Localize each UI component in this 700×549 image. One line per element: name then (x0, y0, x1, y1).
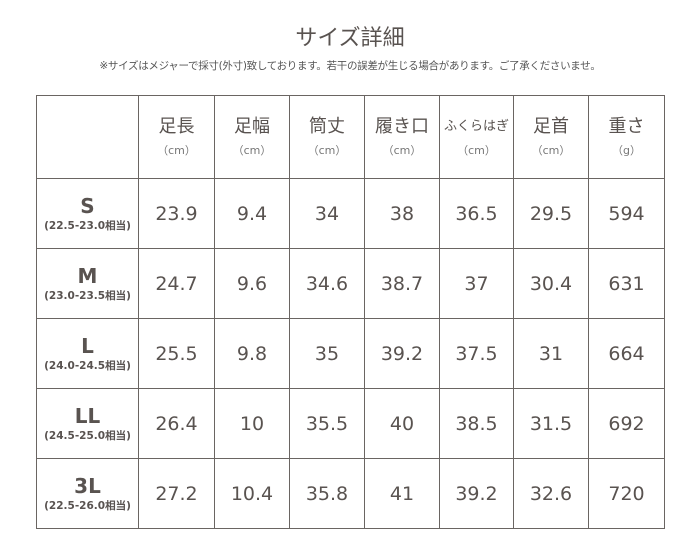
value-cell: 9.8 (214, 318, 290, 389)
header-label: 足首 (533, 116, 569, 137)
value-cell: 35 (289, 318, 365, 389)
value-cell: 9.6 (214, 248, 290, 319)
value-cell: 37 (439, 248, 514, 319)
value-cell: 30.4 (513, 248, 589, 319)
size-cell: 3L (22.5-26.0相当) (36, 458, 139, 529)
header-unit: （cm） (531, 144, 571, 157)
column-header: 足幅 （cm） (214, 95, 290, 179)
value-cell: 10.4 (214, 458, 290, 529)
value-cell: 24.7 (138, 248, 215, 319)
size-range: (22.5-26.0相当) (44, 500, 131, 512)
value-cell: 594 (588, 178, 665, 249)
size-range: (24.0-24.5相当) (44, 360, 131, 372)
value-cell: 692 (588, 388, 665, 459)
header-unit: （cm） (307, 144, 347, 157)
header-label: 足幅 (234, 116, 270, 137)
value-cell: 631 (588, 248, 665, 319)
header-label: 筒丈 (309, 116, 345, 137)
value-cell: 38 (364, 178, 440, 249)
column-header: 足長 （cm） (138, 95, 215, 179)
value-cell: 35.8 (289, 458, 365, 529)
value-cell: 32.6 (513, 458, 589, 529)
size-cell: LL (24.5-25.0相当) (36, 388, 139, 459)
value-cell: 664 (588, 318, 665, 389)
value-cell: 41 (364, 458, 440, 529)
value-cell: 38.7 (364, 248, 440, 319)
column-header: 履き口 （cm） (364, 95, 440, 179)
measurement-note: ※サイズはメジャーで採寸(外寸)致しております。若干の誤差が生じる場合があります… (99, 60, 601, 72)
column-header: 足首 （cm） (513, 95, 589, 179)
value-cell: 31 (513, 318, 589, 389)
table-row: LL (24.5-25.0相当) 26.4 10 35.5 40 38.5 31.5 692 (36, 388, 665, 459)
header-label: 履き口 (375, 116, 429, 137)
table-row: M (23.0-23.5相当) 24.7 9.6 34.6 38.7 37 30.4 631 (36, 248, 665, 319)
size-cell: L (24.0-24.5相当) (36, 318, 139, 389)
header-unit: （cm） (457, 144, 496, 157)
value-cell: 10 (214, 388, 290, 459)
size-label: M (77, 264, 98, 288)
header-unit: （cm） (232, 144, 272, 157)
value-cell: 29.5 (513, 178, 589, 249)
size-range: (24.5-25.0相当) (44, 430, 131, 442)
value-cell: 34 (289, 178, 365, 249)
header-unit: （cm） (382, 144, 422, 157)
header-label: 足長 (158, 116, 195, 137)
value-cell: 9.4 (214, 178, 290, 249)
size-range: (23.0-23.5相当) (44, 290, 131, 302)
size-table: 足長 （cm） 足幅 （cm） 筒丈 （cm） 履き口 （cm） ふくらはぎ （cm） 足首 （cm）… (36, 95, 665, 529)
size-label: LL (74, 404, 101, 428)
size-range: (22.5-23.0相当) (44, 220, 131, 232)
value-cell: 35.5 (289, 388, 365, 459)
size-label: 3L (74, 474, 101, 498)
table-row: S (22.5-23.0相当) 23.9 9.4 34 38 36.5 29.5 594 (36, 178, 665, 249)
value-cell: 26.4 (138, 388, 215, 459)
value-cell: 37.5 (439, 318, 514, 389)
size-label: L (81, 334, 94, 358)
corner-cell (36, 95, 139, 179)
value-cell: 40 (364, 388, 440, 459)
value-cell: 39.2 (364, 318, 440, 389)
column-header: ふくらはぎ （cm） (439, 95, 514, 179)
header-unit: （g） (612, 144, 641, 157)
header-label: ふくらはぎ (443, 119, 509, 134)
value-cell: 36.5 (439, 178, 514, 249)
value-cell: 25.5 (138, 318, 215, 389)
value-cell: 38.5 (439, 388, 514, 459)
header-row: 足長 （cm） 足幅 （cm） 筒丈 （cm） 履き口 （cm） ふくらはぎ （cm） 足首 （cm）… (36, 95, 665, 179)
table-row: L (24.0-24.5相当) 25.5 9.8 35 39.2 37.5 31 664 (36, 318, 665, 389)
value-cell: 27.2 (138, 458, 215, 529)
table-row: 3L (22.5-26.0相当) 27.2 10.4 35.8 41 39.2 32.6 720 (36, 458, 665, 529)
value-cell: 720 (588, 458, 665, 529)
value-cell: 31.5 (513, 388, 589, 459)
column-header: 筒丈 （cm） (289, 95, 365, 179)
size-cell: S (22.5-23.0相当) (36, 178, 139, 249)
size-cell: M (23.0-23.5相当) (36, 248, 139, 319)
value-cell: 39.2 (439, 458, 514, 529)
header-unit: （cm） (157, 144, 196, 157)
value-cell: 23.9 (138, 178, 215, 249)
page-title: サイズ詳細 (295, 26, 405, 51)
size-label: S (80, 194, 95, 218)
column-header: 重さ （g） (588, 95, 665, 179)
header-label: 重さ (608, 116, 645, 137)
value-cell: 34.6 (289, 248, 365, 319)
